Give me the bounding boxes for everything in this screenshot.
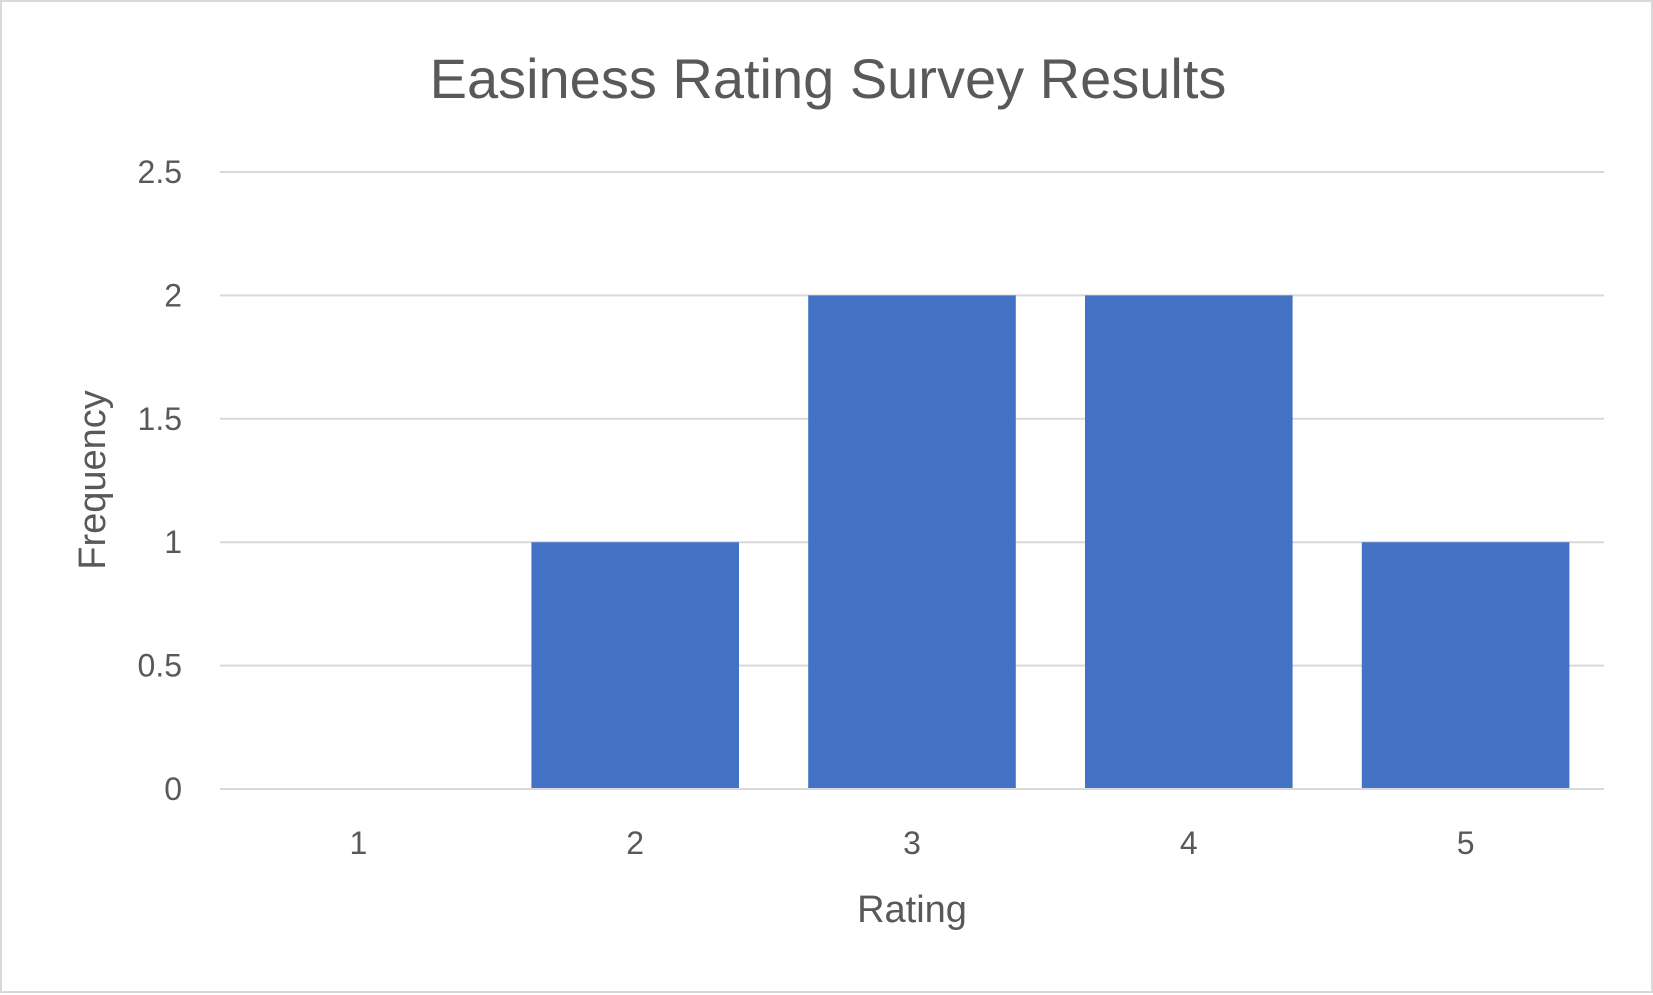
y-tick-label: 2 <box>164 277 182 313</box>
y-tick-label: 0 <box>164 771 182 807</box>
x-tick-label: 3 <box>903 825 921 861</box>
x-tick-label: 5 <box>1457 825 1475 861</box>
y-tick-label: 2.5 <box>138 154 182 190</box>
chart-title: Easiness Rating Survey Results <box>430 47 1227 110</box>
y-axis-tick-labels: 0 0.5 1 1.5 2 2.5 <box>138 154 182 807</box>
x-tick-label: 4 <box>1180 825 1198 861</box>
x-tick-label: 1 <box>350 825 368 861</box>
bar-2 <box>531 542 739 789</box>
y-tick-label: 1 <box>164 524 182 560</box>
y-tick-label: 0.5 <box>138 648 182 684</box>
x-tick-label: 2 <box>626 825 644 861</box>
bars <box>531 295 1570 789</box>
y-tick-label: 1.5 <box>138 401 182 437</box>
bar-4 <box>1085 295 1293 789</box>
x-axis-tick-labels: 1 2 3 4 5 <box>350 825 1475 861</box>
y-axis-title: Frequency <box>72 390 114 570</box>
bar-3 <box>808 295 1016 789</box>
bar-5 <box>1361 542 1570 789</box>
x-axis-title: Rating <box>857 889 967 931</box>
